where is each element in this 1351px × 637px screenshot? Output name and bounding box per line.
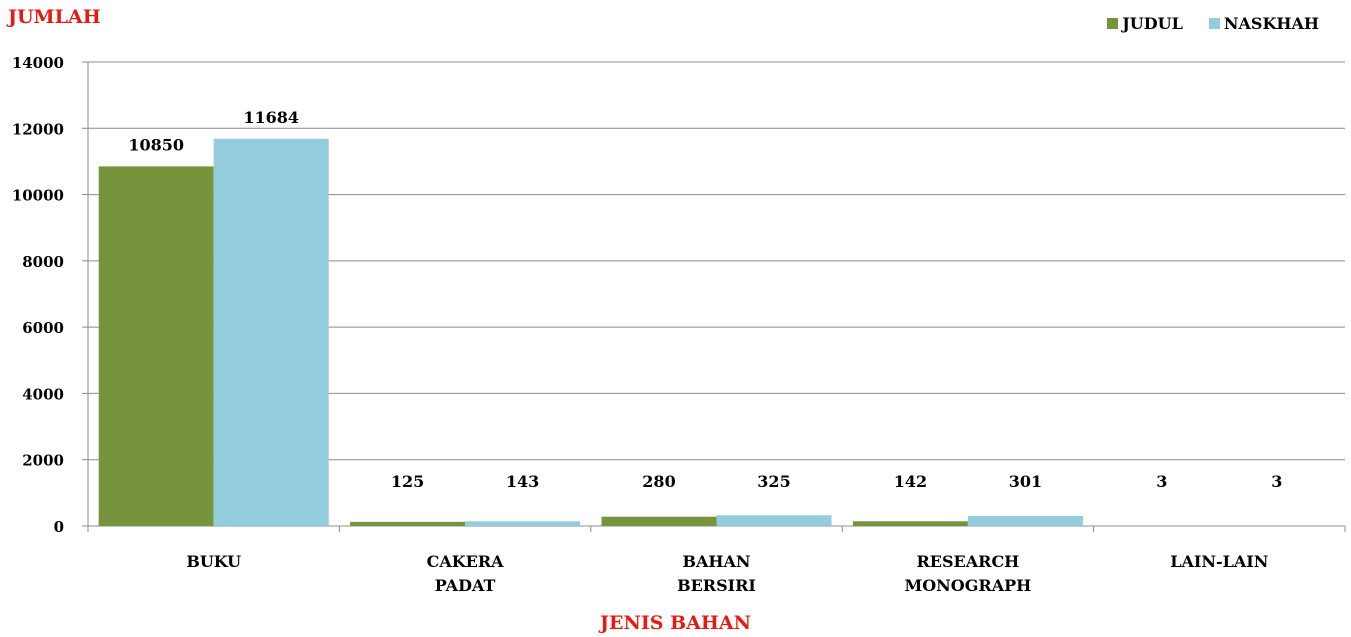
legend: JUDUL NASKHAH	[1107, 14, 1319, 33]
data-label: 325	[757, 472, 790, 491]
y-tick-label: 0	[54, 518, 64, 536]
data-label: 3	[1271, 472, 1282, 491]
bar-judul-0	[98, 166, 214, 526]
legend-swatch-naskhah	[1208, 18, 1220, 29]
x-tick-label: LAIN-LAIN	[1170, 552, 1268, 571]
bar-naskhah-1	[465, 521, 581, 526]
x-axis-title: JENIS BAHAN	[600, 612, 751, 634]
y-tick-label: 2000	[22, 452, 64, 470]
x-tick-label: BERSIRI	[677, 576, 756, 595]
x-tick-label: CAKERA	[427, 552, 505, 571]
x-tick-label: BUKU	[186, 552, 241, 571]
data-label: 301	[1009, 472, 1042, 491]
y-tick-label: 8000	[22, 253, 64, 271]
x-tick-label: PADAT	[435, 576, 496, 595]
bar-judul-2	[601, 516, 717, 526]
data-label: 11684	[243, 108, 299, 127]
x-tick-label: BAHAN	[682, 552, 750, 571]
y-axis-title: JUMLAH	[8, 6, 101, 28]
y-tick-label: 12000	[12, 120, 64, 138]
data-label: 280	[642, 472, 675, 491]
data-label: 142	[894, 472, 927, 491]
legend-item-naskhah: NASKHAH	[1208, 14, 1319, 33]
legend-label-judul: JUDUL	[1122, 14, 1183, 33]
y-tick-label: 14000	[12, 54, 64, 72]
legend-item-judul: JUDUL	[1107, 14, 1183, 33]
bar-judul-3	[852, 521, 968, 526]
bar-naskhah-0	[213, 138, 329, 526]
bar-judul-1	[350, 521, 466, 526]
legend-swatch-judul	[1107, 18, 1119, 29]
y-tick-label: 10000	[12, 187, 64, 205]
data-label: 143	[506, 472, 539, 491]
x-tick-label: RESEARCH	[916, 552, 1019, 571]
x-tick-label: MONOGRAPH	[905, 576, 1032, 595]
data-label: 125	[391, 472, 424, 491]
data-label: 3	[1156, 472, 1167, 491]
data-label: 10850	[128, 135, 184, 154]
bar-naskhah-3	[967, 516, 1083, 526]
bar-naskhah-2	[716, 515, 832, 526]
y-tick-label: 4000	[22, 385, 64, 403]
legend-label-naskhah: NASKHAH	[1223, 14, 1319, 33]
y-tick-label: 6000	[22, 319, 64, 337]
